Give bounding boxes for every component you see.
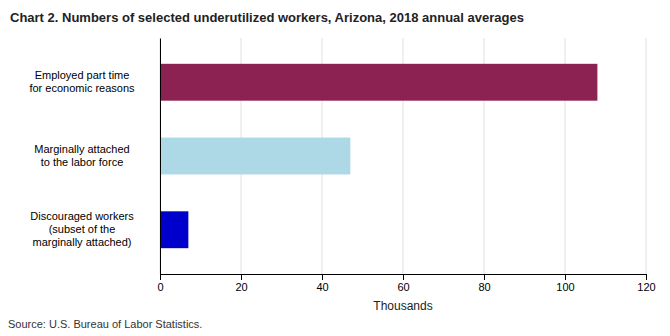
tick: Marginally attachedto the labor force	[34, 143, 160, 168]
tick-label: 20	[235, 281, 247, 293]
grid	[160, 38, 646, 274]
tick-mark	[322, 274, 323, 280]
grid-line	[646, 38, 647, 274]
chart: Chart 2. Numbers of selected underutiliz…	[0, 0, 670, 336]
axis-line	[161, 275, 647, 281]
tick-mark	[403, 274, 404, 280]
bars	[160, 64, 597, 248]
tick: 0	[157, 274, 163, 293]
tick: 60	[397, 274, 409, 293]
axis-line	[160, 39, 161, 275]
tick-label-line: (subset of the	[49, 223, 116, 235]
y-axis: Discouraged workers(subset of themargina…	[29, 39, 160, 275]
plot: 0 20 40 60 80 100 120 Thousands Discouraged work…	[29, 38, 655, 313]
tick-label-line: marginally attached)	[32, 236, 131, 248]
tick-label-line: to the labor force	[41, 156, 124, 168]
tick-mark	[484, 274, 485, 280]
tick-label: 100	[556, 281, 574, 293]
tick: Discouraged workers(subset of themargina…	[30, 210, 160, 248]
bar	[160, 211, 188, 248]
tick-label: 0	[157, 281, 163, 293]
tick-label: 40	[316, 281, 328, 293]
tick-mark	[646, 274, 647, 280]
tick-label: Discouraged workers(subset of themargina…	[30, 210, 134, 248]
tick-label: Employed part timefor economic reasons	[29, 69, 135, 94]
bar	[160, 138, 350, 175]
tick-label: 60	[397, 281, 409, 293]
tick: 120	[637, 274, 655, 293]
tick: 80	[478, 274, 490, 293]
tick-label-line: Discouraged workers	[30, 210, 134, 222]
title: Chart 2. Numbers of selected underutiliz…	[10, 10, 524, 25]
x-label: Thousands	[373, 299, 432, 313]
tick-label-line: Marginally attached	[34, 143, 129, 155]
tick-label: 80	[478, 281, 490, 293]
tick: Employed part timefor economic reasons	[29, 69, 160, 94]
tick-label: 120	[637, 281, 655, 293]
tick-mark	[160, 274, 161, 280]
annotation: Source: U.S. Bureau of Labor Statistics.	[8, 318, 202, 330]
tick: 100	[556, 274, 574, 293]
tick-label-line: Employed part time	[35, 69, 130, 81]
tick: 20	[235, 274, 247, 293]
tick-label: Marginally attachedto the labor force	[34, 143, 129, 168]
tick: 40	[316, 274, 328, 293]
x-axis: 0 20 40 60 80 100 120	[157, 274, 655, 293]
tick-mark	[241, 274, 242, 280]
bar	[160, 64, 597, 101]
grid-line	[160, 38, 161, 274]
tick-label-line: for economic reasons	[29, 82, 135, 94]
tick-mark	[565, 274, 566, 280]
